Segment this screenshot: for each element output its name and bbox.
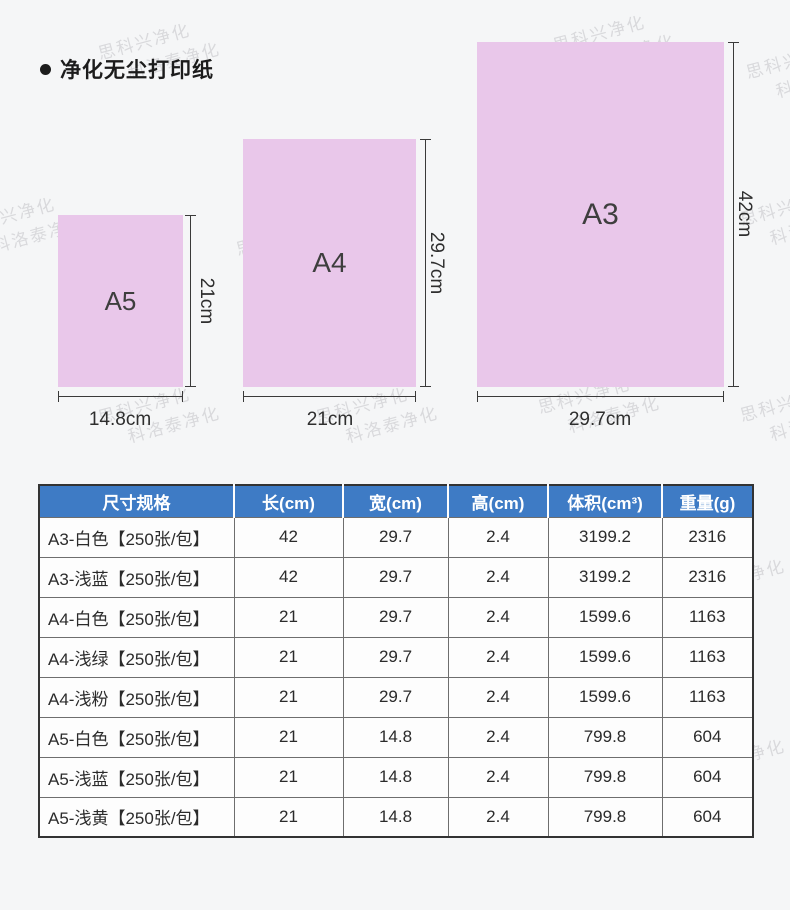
spec-cell-value: 21 (233, 676, 344, 718)
spec-cell-value: 29.7 (342, 556, 449, 598)
spec-cell-model: A5-白色【250张/包】 (38, 716, 235, 758)
spec-cell-value: 14.8 (342, 756, 449, 798)
a4-width-dimension-line (243, 391, 416, 402)
spec-cell-value: 21 (233, 796, 344, 838)
a4-width-label: 21cm (306, 409, 354, 430)
spec-cell-value: 14.8 (342, 796, 449, 838)
spec-table-body: A3-白色【250张/包】 42 29.7 2.4 3199.2 2316 A3-浅蓝【25… (38, 516, 754, 838)
spec-cell-value: 799.8 (547, 716, 663, 758)
spec-cell-value: 604 (661, 796, 754, 838)
spec-cell-value: 2316 (661, 516, 754, 558)
spec-table-row: A4-白色【250张/包】 21 29.7 2.4 1599.6 1163 (38, 596, 754, 638)
spec-cell-model: A5-浅黄【250张/包】 (38, 796, 235, 838)
spec-cell-value: 2.4 (447, 516, 549, 558)
spec-cell-value: 2.4 (447, 756, 549, 798)
spec-cell-value: 29.7 (342, 596, 449, 638)
spec-cell-value: 14.8 (342, 716, 449, 758)
spec-table-row: A3-白色【250张/包】 42 29.7 2.4 3199.2 2316 (38, 516, 754, 558)
a3-height-label: 42cm (734, 190, 755, 238)
section-title: 净化无尘打印纸 (60, 59, 214, 82)
spec-cell-value: 799.8 (547, 756, 663, 798)
paper-a4-label: A4 (312, 247, 347, 278)
spec-cell-value: 1599.6 (547, 676, 663, 718)
a3-width-dimension-line (477, 391, 724, 402)
spec-table-header-row: 尺寸规格 长(cm) 宽(cm) 高(cm) 体积(cm³) 重量(g) (39, 485, 753, 517)
a3-height-dimension-line (728, 42, 739, 387)
spec-cell-model: A4-浅绿【250张/包】 (38, 636, 235, 678)
spec-table-row: A5-白色【250张/包】 21 14.8 2.4 799.8 604 (38, 716, 754, 758)
paper-a3-label: A3 (582, 197, 619, 231)
spec-cell-value: 3199.2 (547, 556, 663, 598)
spec-cell-model: A3-白色【250张/包】 (38, 516, 235, 558)
spec-table-row: A3-浅蓝【250张/包】 42 29.7 2.4 3199.2 2316 (38, 556, 754, 598)
spec-cell-value: 2.4 (447, 556, 549, 598)
col-header-weight: 重量(g) (662, 485, 753, 517)
a4-height-label: 29.7cm (426, 231, 447, 295)
col-header-volume: 体积(cm³) (548, 485, 663, 517)
spec-cell-model: A4-浅粉【250张/包】 (38, 676, 235, 718)
spec-cell-value: 1599.6 (547, 596, 663, 638)
spec-cell-value: 1163 (661, 676, 754, 718)
spec-cell-value: 29.7 (342, 676, 449, 718)
spec-cell-value: 42 (233, 516, 344, 558)
spec-cell-value: 21 (233, 716, 344, 758)
a5-height-label: 21cm (196, 277, 217, 325)
spec-cell-value: 604 (661, 756, 754, 798)
spec-cell-model: A5-浅蓝【250张/包】 (38, 756, 235, 798)
section-title-row: 净化无尘打印纸 (40, 54, 214, 84)
spec-cell-value: 3199.2 (547, 516, 663, 558)
spec-cell-value: 2316 (661, 556, 754, 598)
spec-cell-model: A3-浅蓝【250张/包】 (38, 556, 235, 598)
paper-a5: A5 (58, 215, 183, 387)
spec-table: 尺寸规格 长(cm) 宽(cm) 高(cm) 体积(cm³) 重量(g) A3-… (38, 484, 754, 838)
col-header-length: 长(cm) (234, 485, 344, 517)
a3-width-label: 29.7cm (568, 409, 632, 430)
spec-table-row: A5-浅蓝【250张/包】 21 14.8 2.4 799.8 604 (38, 756, 754, 798)
spec-cell-value: 1163 (661, 636, 754, 678)
spec-cell-value: 21 (233, 756, 344, 798)
spec-cell-value: 42 (233, 556, 344, 598)
spec-cell-value: 29.7 (342, 516, 449, 558)
a5-width-label: 14.8cm (88, 409, 152, 430)
spec-cell-value: 2.4 (447, 676, 549, 718)
spec-cell-value: 799.8 (547, 796, 663, 838)
paper-a4: A4 (243, 139, 416, 387)
spec-cell-value: 2.4 (447, 796, 549, 838)
spec-cell-value: 1163 (661, 596, 754, 638)
spec-cell-model: A4-白色【250张/包】 (38, 596, 235, 638)
spec-cell-value: 29.7 (342, 636, 449, 678)
spec-table-row: A4-浅粉【250张/包】 21 29.7 2.4 1599.6 1163 (38, 676, 754, 718)
a5-width-dimension-line (58, 391, 183, 402)
bullet-icon (40, 63, 51, 75)
spec-table-row: A4-浅绿【250张/包】 21 29.7 2.4 1599.6 1163 (38, 636, 754, 678)
spec-cell-value: 21 (233, 636, 344, 678)
spec-cell-value: 2.4 (447, 596, 549, 638)
spec-cell-value: 21 (233, 596, 344, 638)
col-header-size-spec: 尺寸规格 (39, 485, 235, 517)
a4-height-dimension-line (420, 139, 431, 387)
spec-cell-value: 1599.6 (547, 636, 663, 678)
a5-height-dimension-line (185, 215, 196, 387)
spec-cell-value: 604 (661, 716, 754, 758)
col-header-width: 宽(cm) (343, 485, 449, 517)
spec-table-row: A5-浅黄【250张/包】 21 14.8 2.4 799.8 604 (38, 796, 754, 838)
spec-cell-value: 2.4 (447, 716, 549, 758)
spec-cell-value: 2.4 (447, 636, 549, 678)
paper-a3: A3 (477, 42, 724, 387)
col-header-height: 高(cm) (448, 485, 549, 517)
paper-a5-label: A5 (104, 285, 137, 316)
